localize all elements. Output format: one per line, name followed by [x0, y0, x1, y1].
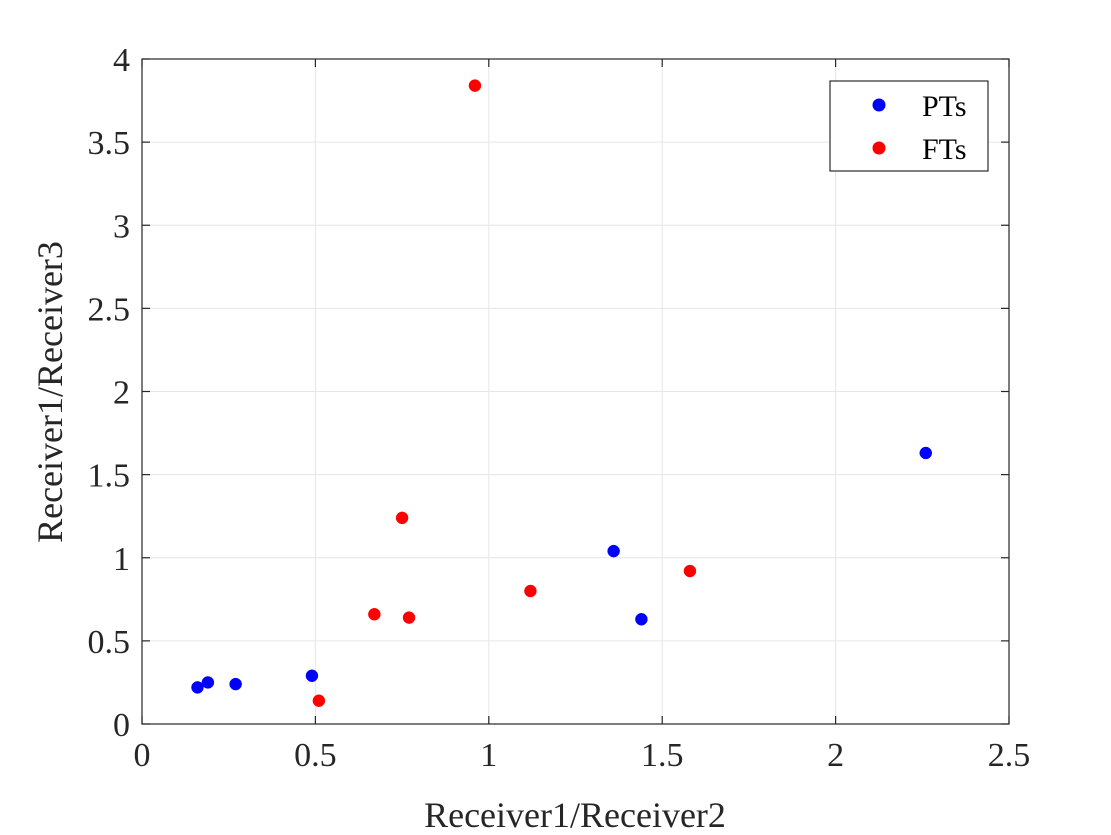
data-point-fts	[524, 584, 537, 598]
data-point-fts	[368, 608, 381, 621]
data-point-pts	[305, 669, 319, 683]
data-point-fts	[312, 694, 326, 707]
y-tick-label: 4	[113, 42, 130, 79]
y-tick-label: 2.5	[88, 291, 131, 328]
data-point-pts	[607, 544, 620, 558]
data-point-fts	[395, 511, 409, 525]
x-tick-label: 0.5	[294, 737, 337, 774]
y-tick-label: 3	[113, 208, 130, 245]
y-tick-label: 0.5	[88, 624, 131, 661]
data-point-pts	[191, 681, 204, 694]
legend-label-fts: FTs	[922, 133, 967, 166]
legend-box	[829, 80, 989, 172]
x-axis-label: Receiver1/Receiver2	[424, 795, 726, 835]
y-tick-labels: 0 0.5 1 1.5 2 2.5 3 3.5 4	[88, 42, 131, 744]
data-point-fts	[468, 79, 482, 92]
y-tick-label: 1.5	[88, 458, 131, 495]
data-points	[191, 79, 933, 707]
legend-marker-fts	[872, 141, 886, 155]
y-tick-label: 3.5	[88, 125, 131, 162]
x-tick-label: 0	[134, 737, 151, 774]
data-point-fts	[683, 564, 697, 578]
data-point-pts	[635, 613, 648, 626]
data-point-pts	[229, 677, 242, 691]
tick-marks	[141, 58, 1010, 725]
x-tick-label: 2	[827, 737, 844, 774]
legend-label-pts: PTs	[922, 90, 967, 123]
legend: PTs FTs	[829, 80, 989, 172]
x-tick-labels: 0 0.5 1 1.5 2 2.5	[134, 737, 1031, 774]
data-point-pts	[201, 676, 215, 689]
x-tick-label: 1.5	[641, 737, 684, 774]
data-point-fts	[402, 611, 416, 624]
x-tick-label: 2.5	[988, 737, 1031, 774]
y-tick-label: 1	[113, 541, 130, 578]
y-tick-label: 2	[113, 375, 130, 412]
legend-marker-pts	[872, 98, 886, 112]
data-point-pts	[919, 446, 933, 460]
x-tick-label: 1	[480, 737, 497, 774]
y-tick-label: 0	[113, 707, 130, 744]
y-axis-label: Receiver1/Receiver3	[30, 241, 70, 543]
